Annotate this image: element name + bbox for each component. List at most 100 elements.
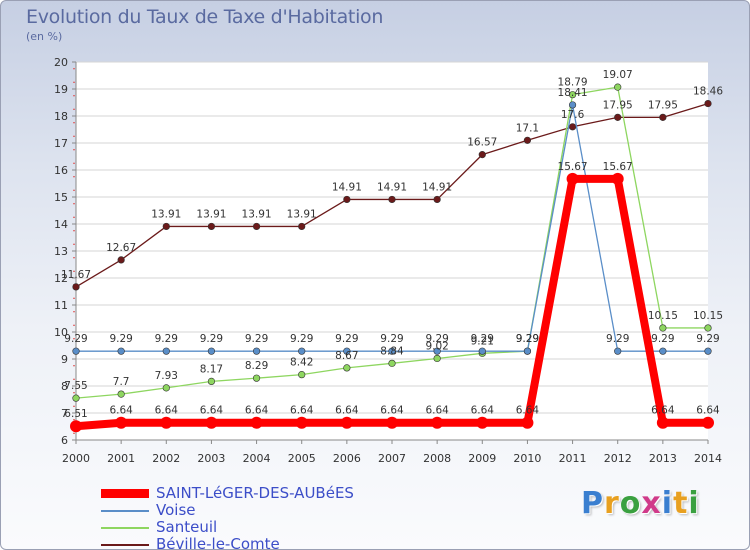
y-tick-label: 19	[54, 83, 68, 96]
data-label: 13.91	[287, 208, 317, 220]
data-point	[568, 101, 577, 109]
data-point	[523, 347, 532, 355]
data-point	[704, 99, 712, 108]
legend-item: Béville-le-Comte	[101, 535, 401, 549]
data-label: 18.79	[558, 77, 588, 89]
data-point	[478, 151, 486, 159]
data-label: 6.64	[380, 405, 404, 417]
x-tick-label: 2010	[513, 452, 541, 465]
data-point	[433, 195, 441, 204]
data-label: 6.64	[471, 405, 495, 417]
data-label: 15.67	[558, 161, 588, 173]
data-label: 13.91	[196, 208, 226, 220]
data-point	[614, 83, 622, 91]
y-tick-label: 9	[61, 353, 68, 366]
data-label: 7.55	[64, 380, 87, 392]
data-point	[568, 91, 577, 99]
chart-title: Evolution du Taux de Taxe d'Habitation	[26, 6, 384, 28]
data-label: 6.64	[335, 405, 359, 417]
data-point	[433, 347, 441, 355]
legend-label: Voise	[156, 501, 196, 519]
legend-swatch	[101, 527, 149, 529]
data-point	[70, 420, 82, 433]
data-point	[476, 416, 489, 429]
data-label: 18.41	[558, 87, 588, 99]
data-label: 14.91	[422, 181, 452, 193]
data-point	[343, 195, 351, 204]
legend-item: Santeuil	[101, 518, 401, 536]
data-point	[614, 113, 622, 121]
data-label: 8.17	[200, 363, 223, 375]
y-tick-label: 6	[61, 434, 68, 447]
data-label: 10.15	[693, 310, 723, 322]
y-tick-label: 17	[54, 137, 68, 150]
data-label: 11.67	[61, 269, 91, 281]
data-label: 8.29	[245, 360, 268, 372]
data-label: 14.91	[332, 181, 362, 193]
data-label: 6.64	[516, 405, 540, 417]
legend-label: SAINT-LéGER-DES-AUBéES	[156, 484, 354, 502]
data-label: 6.64	[696, 405, 720, 417]
data-point	[162, 384, 170, 392]
data-label: 14.91	[377, 181, 407, 193]
data-point	[162, 222, 170, 231]
data-point	[521, 416, 534, 429]
data-point	[252, 347, 261, 355]
data-point	[207, 222, 216, 231]
data-point	[72, 347, 80, 355]
y-tick-label: 18	[54, 110, 68, 123]
data-label: 6.64	[155, 405, 179, 417]
data-label: 13.91	[151, 208, 181, 220]
y-tick-label: 7	[61, 407, 68, 420]
data-label: 9.29	[64, 333, 87, 345]
data-label: 12.67	[106, 242, 136, 254]
y-tick-label: 14	[54, 218, 68, 231]
data-label: 15.67	[603, 161, 633, 173]
data-label: 16.57	[467, 137, 497, 149]
data-label: 9.02	[425, 340, 448, 352]
chart-subtitle: (en %)	[26, 30, 63, 43]
data-point	[252, 222, 261, 231]
data-point	[704, 324, 712, 332]
data-label: 7.93	[155, 370, 178, 382]
data-point	[117, 347, 125, 355]
data-label: 17.1	[516, 122, 539, 134]
data-point	[431, 416, 444, 429]
data-point	[386, 416, 398, 429]
legend-label: Santeuil	[156, 518, 218, 536]
data-label: 6.64	[425, 405, 449, 417]
data-point	[568, 123, 577, 131]
data-point	[656, 416, 669, 429]
x-tick-label: 2004	[243, 452, 271, 465]
data-label: 9.29	[380, 333, 403, 345]
data-point	[388, 347, 396, 355]
x-tick-label: 2003	[197, 452, 225, 465]
data-point	[207, 377, 216, 386]
legend-swatch	[101, 544, 149, 546]
data-point	[343, 347, 351, 355]
data-label: 9.29	[109, 333, 132, 345]
legend-item: SAINT-LéGER-DES-AUBéES	[101, 484, 401, 502]
data-point	[295, 416, 308, 429]
y-tick-label: 8	[61, 380, 68, 393]
y-tick-label: 11	[54, 299, 68, 312]
data-label: 9.29	[290, 333, 313, 345]
data-point	[72, 283, 80, 291]
x-tick-label: 2008	[423, 452, 451, 465]
data-point	[298, 347, 306, 355]
x-tick-label: 2001	[107, 452, 135, 465]
y-tick-label: 12	[54, 272, 68, 285]
data-point	[340, 416, 353, 429]
data-label: 9.21	[471, 335, 494, 347]
x-tick-label: 2007	[378, 452, 406, 465]
data-label: 9.29	[335, 333, 358, 345]
data-point	[252, 374, 261, 382]
data-label: 9.29	[471, 333, 494, 345]
data-label: 8.84	[380, 345, 404, 357]
x-tick-label: 2002	[152, 452, 180, 465]
x-tick-label: 2005	[288, 452, 316, 465]
data-label: 9.29	[245, 333, 268, 345]
data-label: 9.29	[696, 333, 719, 345]
data-point	[205, 416, 218, 429]
